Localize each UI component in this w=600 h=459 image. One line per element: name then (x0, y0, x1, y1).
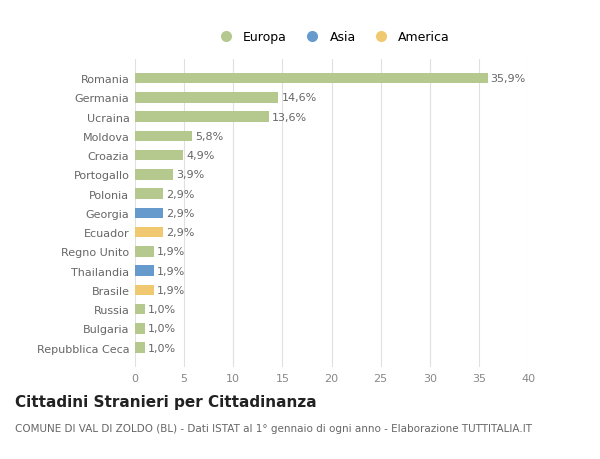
Text: 35,9%: 35,9% (491, 74, 526, 84)
Text: 1,9%: 1,9% (157, 247, 185, 257)
Text: 5,8%: 5,8% (195, 132, 223, 141)
Bar (135, 324, 145, 334)
Bar (135, 112, 269, 123)
Text: 14,6%: 14,6% (281, 93, 317, 103)
Text: Cittadini Stranieri per Cittadinanza: Cittadini Stranieri per Cittadinanza (15, 394, 317, 409)
Bar (135, 131, 192, 142)
Text: 1,9%: 1,9% (157, 266, 185, 276)
Text: 1,0%: 1,0% (148, 304, 176, 314)
Text: 3,9%: 3,9% (176, 170, 205, 180)
Text: COMUNE DI VAL DI ZOLDO (BL) - Dati ISTAT al 1° gennaio di ogni anno - Elaborazio: COMUNE DI VAL DI ZOLDO (BL) - Dati ISTAT… (15, 424, 532, 433)
Text: 2,9%: 2,9% (166, 189, 195, 199)
Bar (135, 343, 145, 353)
Bar (135, 304, 145, 315)
Bar (135, 285, 154, 296)
Legend: Europa, Asia, America: Europa, Asia, America (208, 26, 455, 49)
Bar (135, 170, 173, 180)
Bar (135, 189, 163, 200)
Text: 4,9%: 4,9% (186, 151, 214, 161)
Bar (135, 73, 488, 84)
Text: 1,0%: 1,0% (148, 324, 176, 334)
Bar (135, 151, 183, 161)
Bar (135, 93, 278, 103)
Text: 2,9%: 2,9% (166, 208, 195, 218)
Text: 2,9%: 2,9% (166, 228, 195, 238)
Bar (135, 266, 154, 276)
Bar (135, 246, 154, 257)
Text: 13,6%: 13,6% (272, 112, 307, 123)
Bar (135, 208, 163, 219)
Text: 1,0%: 1,0% (148, 343, 176, 353)
Text: 1,9%: 1,9% (157, 285, 185, 295)
Bar (135, 227, 163, 238)
